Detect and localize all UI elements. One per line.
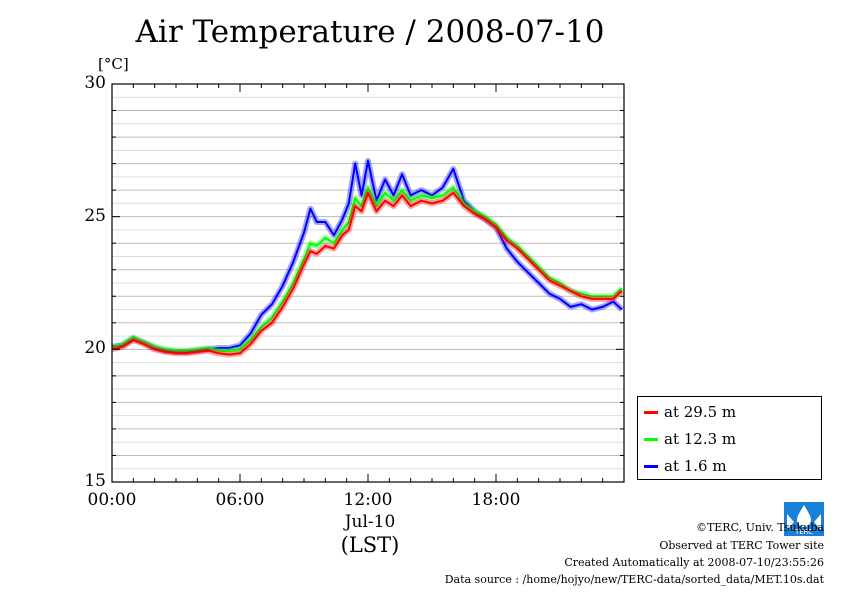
legend-label: at 29.5 m — [664, 403, 737, 421]
series-line-0 — [111, 191, 623, 356]
date-label: Jul-10 — [344, 512, 396, 532]
legend-swatch-green — [644, 437, 658, 441]
legend-swatch-red — [644, 410, 658, 414]
footer-created: Created Automatically at 2008-07-10/23:5… — [564, 556, 824, 569]
axis-ticks — [111, 83, 625, 483]
series-line-2 — [111, 159, 623, 353]
legend-item-12-3m: at 12.3 m — [644, 429, 736, 449]
grid-lines — [112, 96, 624, 470]
x-axis-label: (LST) — [340, 533, 400, 557]
series-halo-1 — [110, 184, 624, 354]
svg-text:TERC: TERC — [794, 528, 813, 536]
footer-observed: Observed at TERC Tower site — [659, 539, 824, 552]
y-tick-label: 20 — [84, 338, 106, 359]
series-line-1 — [111, 186, 623, 352]
chart-title: Air Temperature / 2008-07-10 — [135, 14, 605, 50]
y-tick-label: 30 — [84, 73, 106, 93]
x-tick-label: 06:00 — [215, 490, 265, 510]
footer-source: Data source : /home/hojyo/new/TERC-data/… — [444, 573, 824, 586]
footer-copyright: ©TERC, Univ. Tsukuba — [695, 521, 824, 534]
legend-item-1-6m: at 1.6 m — [644, 456, 727, 476]
y-axis-unit-label: [°C] — [98, 55, 129, 73]
legend-label: at 1.6 m — [664, 457, 727, 475]
terc-logo-icon: TERC — [784, 502, 824, 536]
x-tick-label: 00:00 — [87, 490, 137, 510]
y-tick-label: 15 — [84, 471, 106, 491]
series-lines — [110, 157, 624, 358]
legend-swatch-blue — [644, 464, 658, 468]
x-tick-label: 18:00 — [471, 490, 521, 510]
legend: at 29.5 m at 12.3 m at 1.6 m — [637, 396, 822, 480]
x-tick-label: 12:00 — [343, 490, 393, 510]
y-tick-label: 25 — [84, 205, 106, 226]
legend-label: at 12.3 m — [664, 430, 737, 448]
legend-item-29-5m: at 29.5 m — [644, 402, 736, 422]
